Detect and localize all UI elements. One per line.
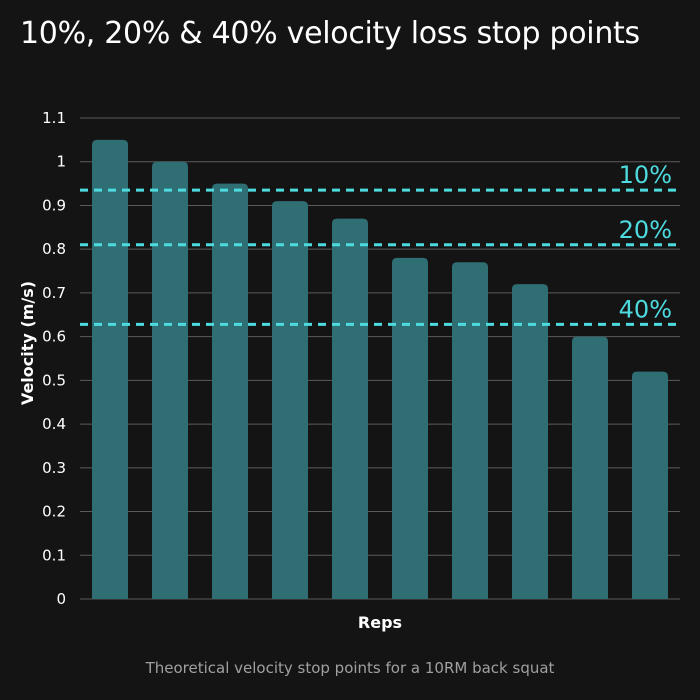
bar-5 — [332, 218, 368, 599]
reference-lines: 10% 20% 40% — [80, 161, 680, 326]
y-tick-label: 1 — [56, 153, 66, 171]
y-tick-label: 0.6 — [42, 328, 66, 346]
reference-line-label: 20% — [619, 216, 672, 244]
chart-caption: Theoretical velocity stop points for a 1… — [145, 659, 555, 677]
y-tick-label: 0 — [56, 590, 66, 608]
y-tick-label: 0.7 — [42, 284, 66, 302]
bar-9 — [572, 336, 608, 599]
bar-8 — [512, 284, 548, 599]
bar-3 — [212, 183, 248, 599]
y-tick-label: 0.1 — [42, 546, 66, 564]
y-tick-label: 0.5 — [42, 371, 66, 389]
bar-10 — [632, 371, 668, 599]
chart-title: 10%, 20% & 40% velocity loss stop points — [20, 16, 640, 51]
y-tick-labels: 0 0.1 0.2 0.3 0.4 0.5 0.6 0.7 0.8 0.9 1 1.1 — [42, 109, 66, 608]
y-tick-label: 0.2 — [42, 503, 66, 521]
x-axis-label: Reps — [358, 613, 402, 632]
y-tick-label: 0.3 — [42, 459, 66, 477]
bars — [92, 139, 668, 599]
bar-7 — [452, 262, 488, 599]
reference-line-label: 10% — [619, 161, 672, 189]
bar-1 — [92, 139, 128, 599]
reference-line-label: 40% — [619, 295, 672, 323]
y-tick-label: 0.4 — [42, 415, 66, 433]
y-tick-label: 0.9 — [42, 196, 66, 214]
y-axis-label: Velocity (m/s) — [18, 281, 37, 405]
y-tick-label: 1.1 — [42, 109, 66, 127]
y-tick-label: 0.8 — [42, 240, 66, 258]
bar-4 — [272, 201, 308, 599]
bar-2 — [152, 161, 188, 599]
bar-6 — [392, 257, 428, 599]
